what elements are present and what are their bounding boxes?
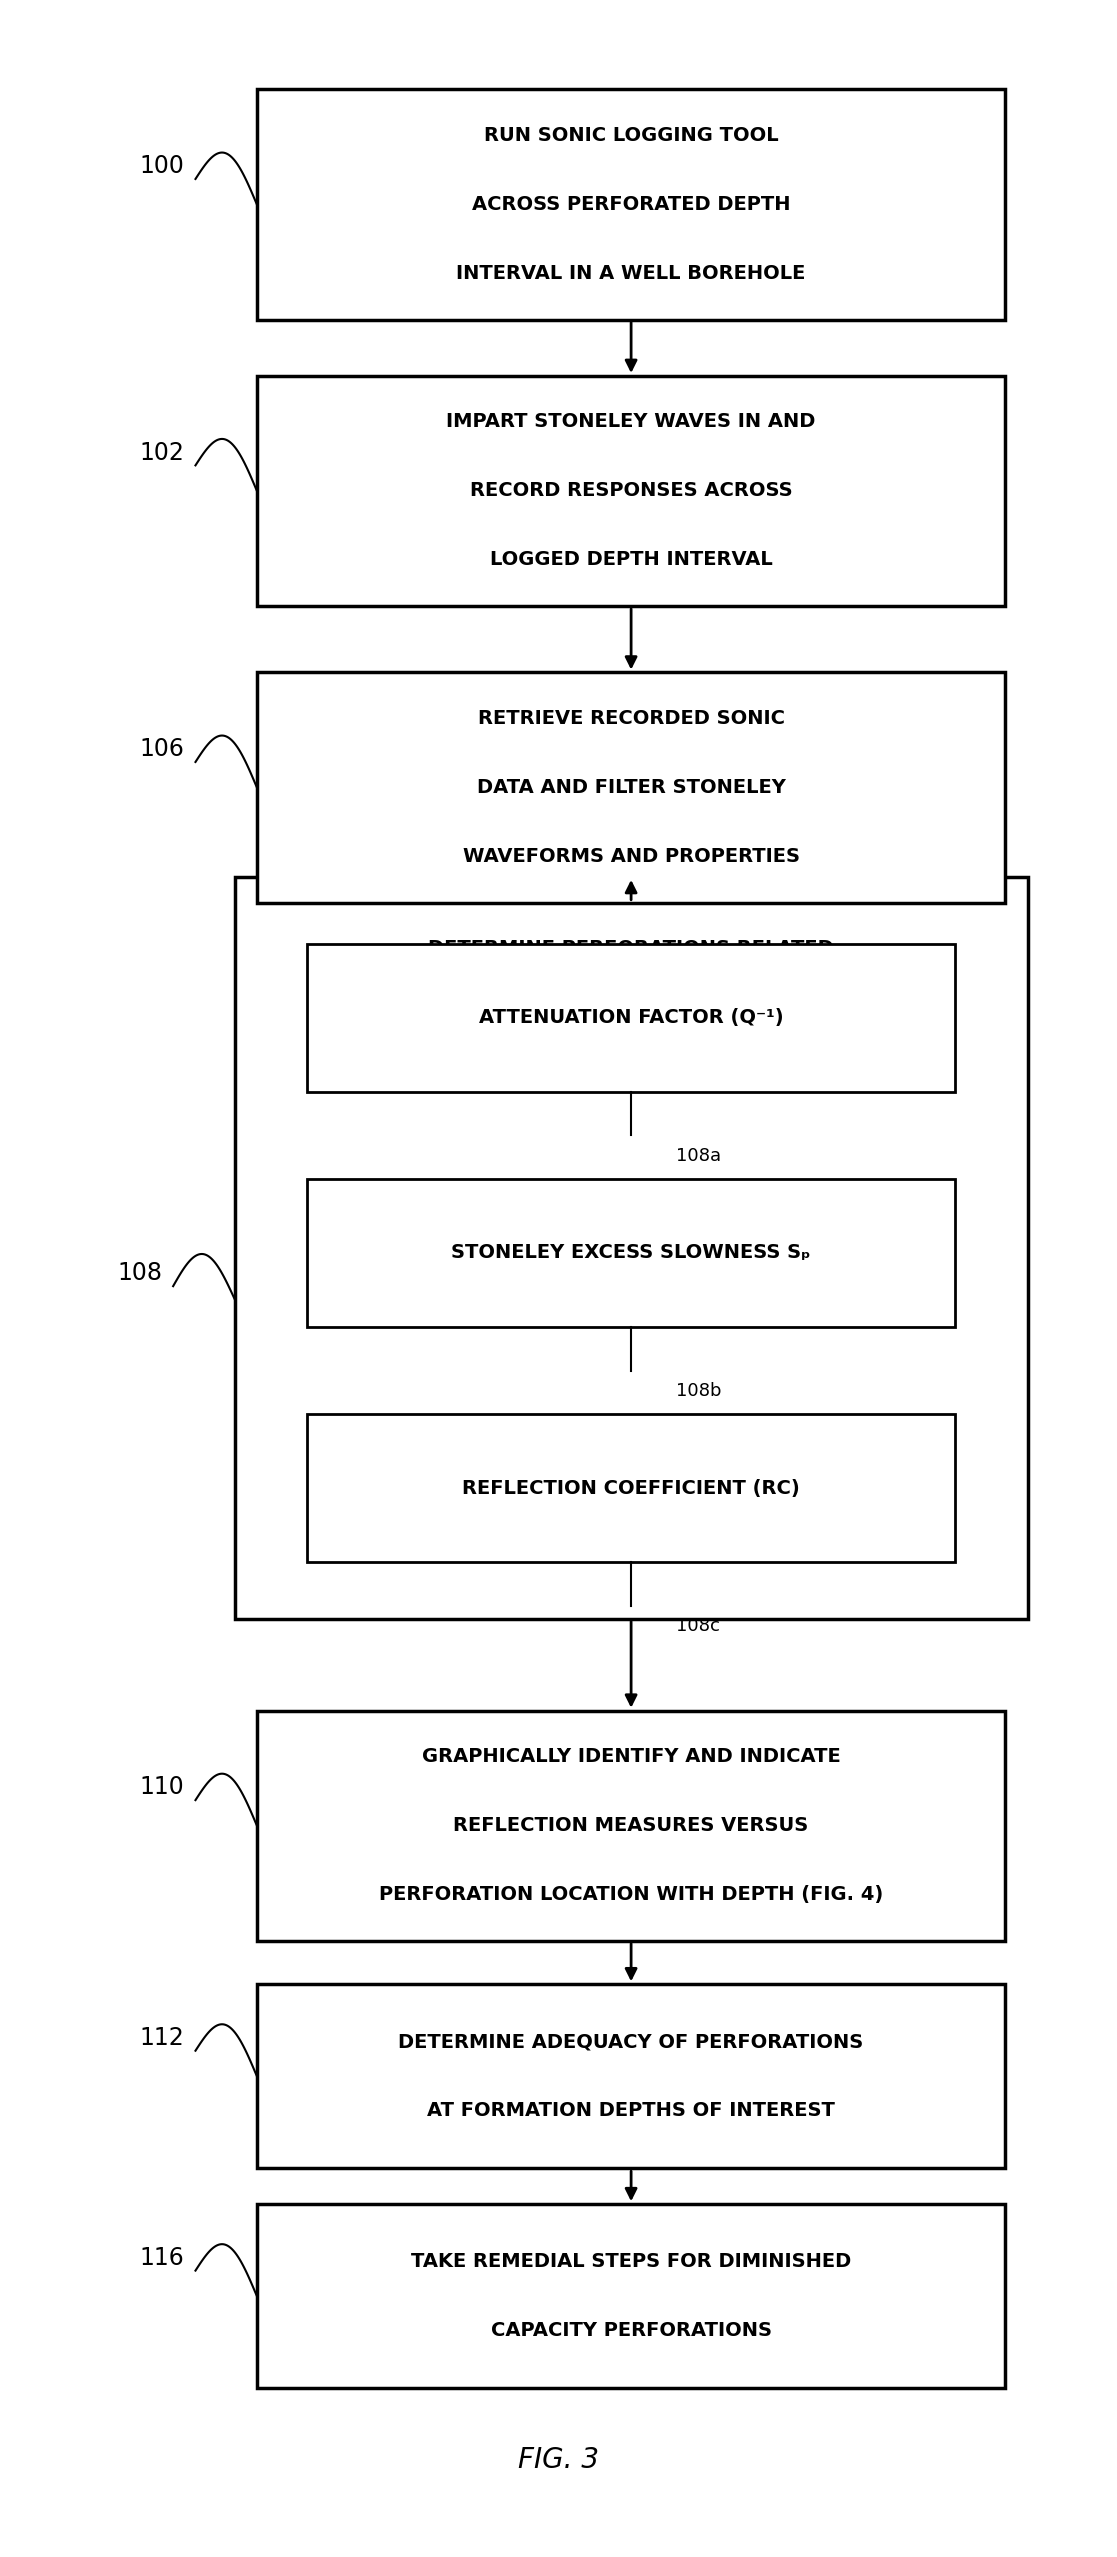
Bar (257, 1711, 1005, 1941)
Text: 108: 108 (117, 1261, 162, 1286)
Bar (235, 877, 1028, 1619)
Bar (307, 1179, 955, 1327)
Text: DETERMINE PERFORATIONS RELATED: DETERMINE PERFORATIONS RELATED (428, 938, 834, 959)
Text: AT FORMATION DEPTHS OF INTEREST: AT FORMATION DEPTHS OF INTEREST (427, 2102, 836, 2120)
Text: GRAPHICALLY IDENTIFY AND INDICATE: GRAPHICALLY IDENTIFY AND INDICATE (422, 1746, 840, 1767)
Text: 110: 110 (140, 1775, 184, 1800)
Bar (257, 2204, 1005, 2388)
Text: STONELEY WAVES MEASURES: STONELEY WAVES MEASURES (469, 1015, 793, 1036)
Text: 108a: 108a (676, 1146, 720, 1166)
Text: ATTENUATION FACTOR (Q⁻¹): ATTENUATION FACTOR (Q⁻¹) (479, 1007, 783, 1028)
Text: CAPACITY PERFORATIONS: CAPACITY PERFORATIONS (490, 2322, 772, 2340)
Text: ACROSS PERFORATED DEPTH: ACROSS PERFORATED DEPTH (471, 194, 791, 215)
Text: 106: 106 (140, 736, 184, 762)
Text: FIG. 3: FIG. 3 (518, 2447, 599, 2473)
Text: PERFORATION LOCATION WITH DEPTH (FIG. 4): PERFORATION LOCATION WITH DEPTH (FIG. 4) (379, 1885, 884, 1905)
Text: 108b: 108b (676, 1381, 722, 1401)
Text: RECORD RESPONSES ACROSS: RECORD RESPONSES ACROSS (470, 481, 792, 501)
Text: REFLECTION MEASURES VERSUS: REFLECTION MEASURES VERSUS (454, 1815, 809, 1836)
Text: DETERMINE ADEQUACY OF PERFORATIONS: DETERMINE ADEQUACY OF PERFORATIONS (399, 2033, 863, 2051)
Bar (307, 1414, 955, 1562)
Text: TAKE REMEDIAL STEPS FOR DIMINISHED: TAKE REMEDIAL STEPS FOR DIMINISHED (411, 2253, 851, 2271)
Text: RUN SONIC LOGGING TOOL: RUN SONIC LOGGING TOOL (484, 125, 779, 146)
Bar (257, 89, 1005, 320)
Text: DATA AND FILTER STONELEY: DATA AND FILTER STONELEY (477, 777, 785, 798)
Bar (257, 1984, 1005, 2168)
Bar (307, 944, 955, 1092)
Bar (257, 672, 1005, 903)
Text: 108c: 108c (676, 1616, 719, 1636)
Text: 112: 112 (140, 2025, 184, 2051)
Text: WAVEFORMS AND PROPERTIES: WAVEFORMS AND PROPERTIES (462, 846, 800, 867)
Text: LOGGED DEPTH INTERVAL: LOGGED DEPTH INTERVAL (489, 550, 773, 570)
Text: RETRIEVE RECORDED SONIC: RETRIEVE RECORDED SONIC (478, 708, 784, 729)
Text: 102: 102 (140, 440, 184, 465)
Text: REFLECTION COEFFICIENT (RC): REFLECTION COEFFICIENT (RC) (462, 1478, 800, 1498)
Text: 100: 100 (140, 153, 184, 179)
Text: 116: 116 (140, 2245, 184, 2271)
Text: INTERVAL IN A WELL BOREHOLE: INTERVAL IN A WELL BOREHOLE (457, 263, 805, 284)
Text: STONELEY EXCESS SLOWNESS Sₚ: STONELEY EXCESS SLOWNESS Sₚ (451, 1243, 811, 1263)
Text: IMPART STONELEY WAVES IN AND: IMPART STONELEY WAVES IN AND (447, 412, 815, 432)
Bar (257, 376, 1005, 606)
